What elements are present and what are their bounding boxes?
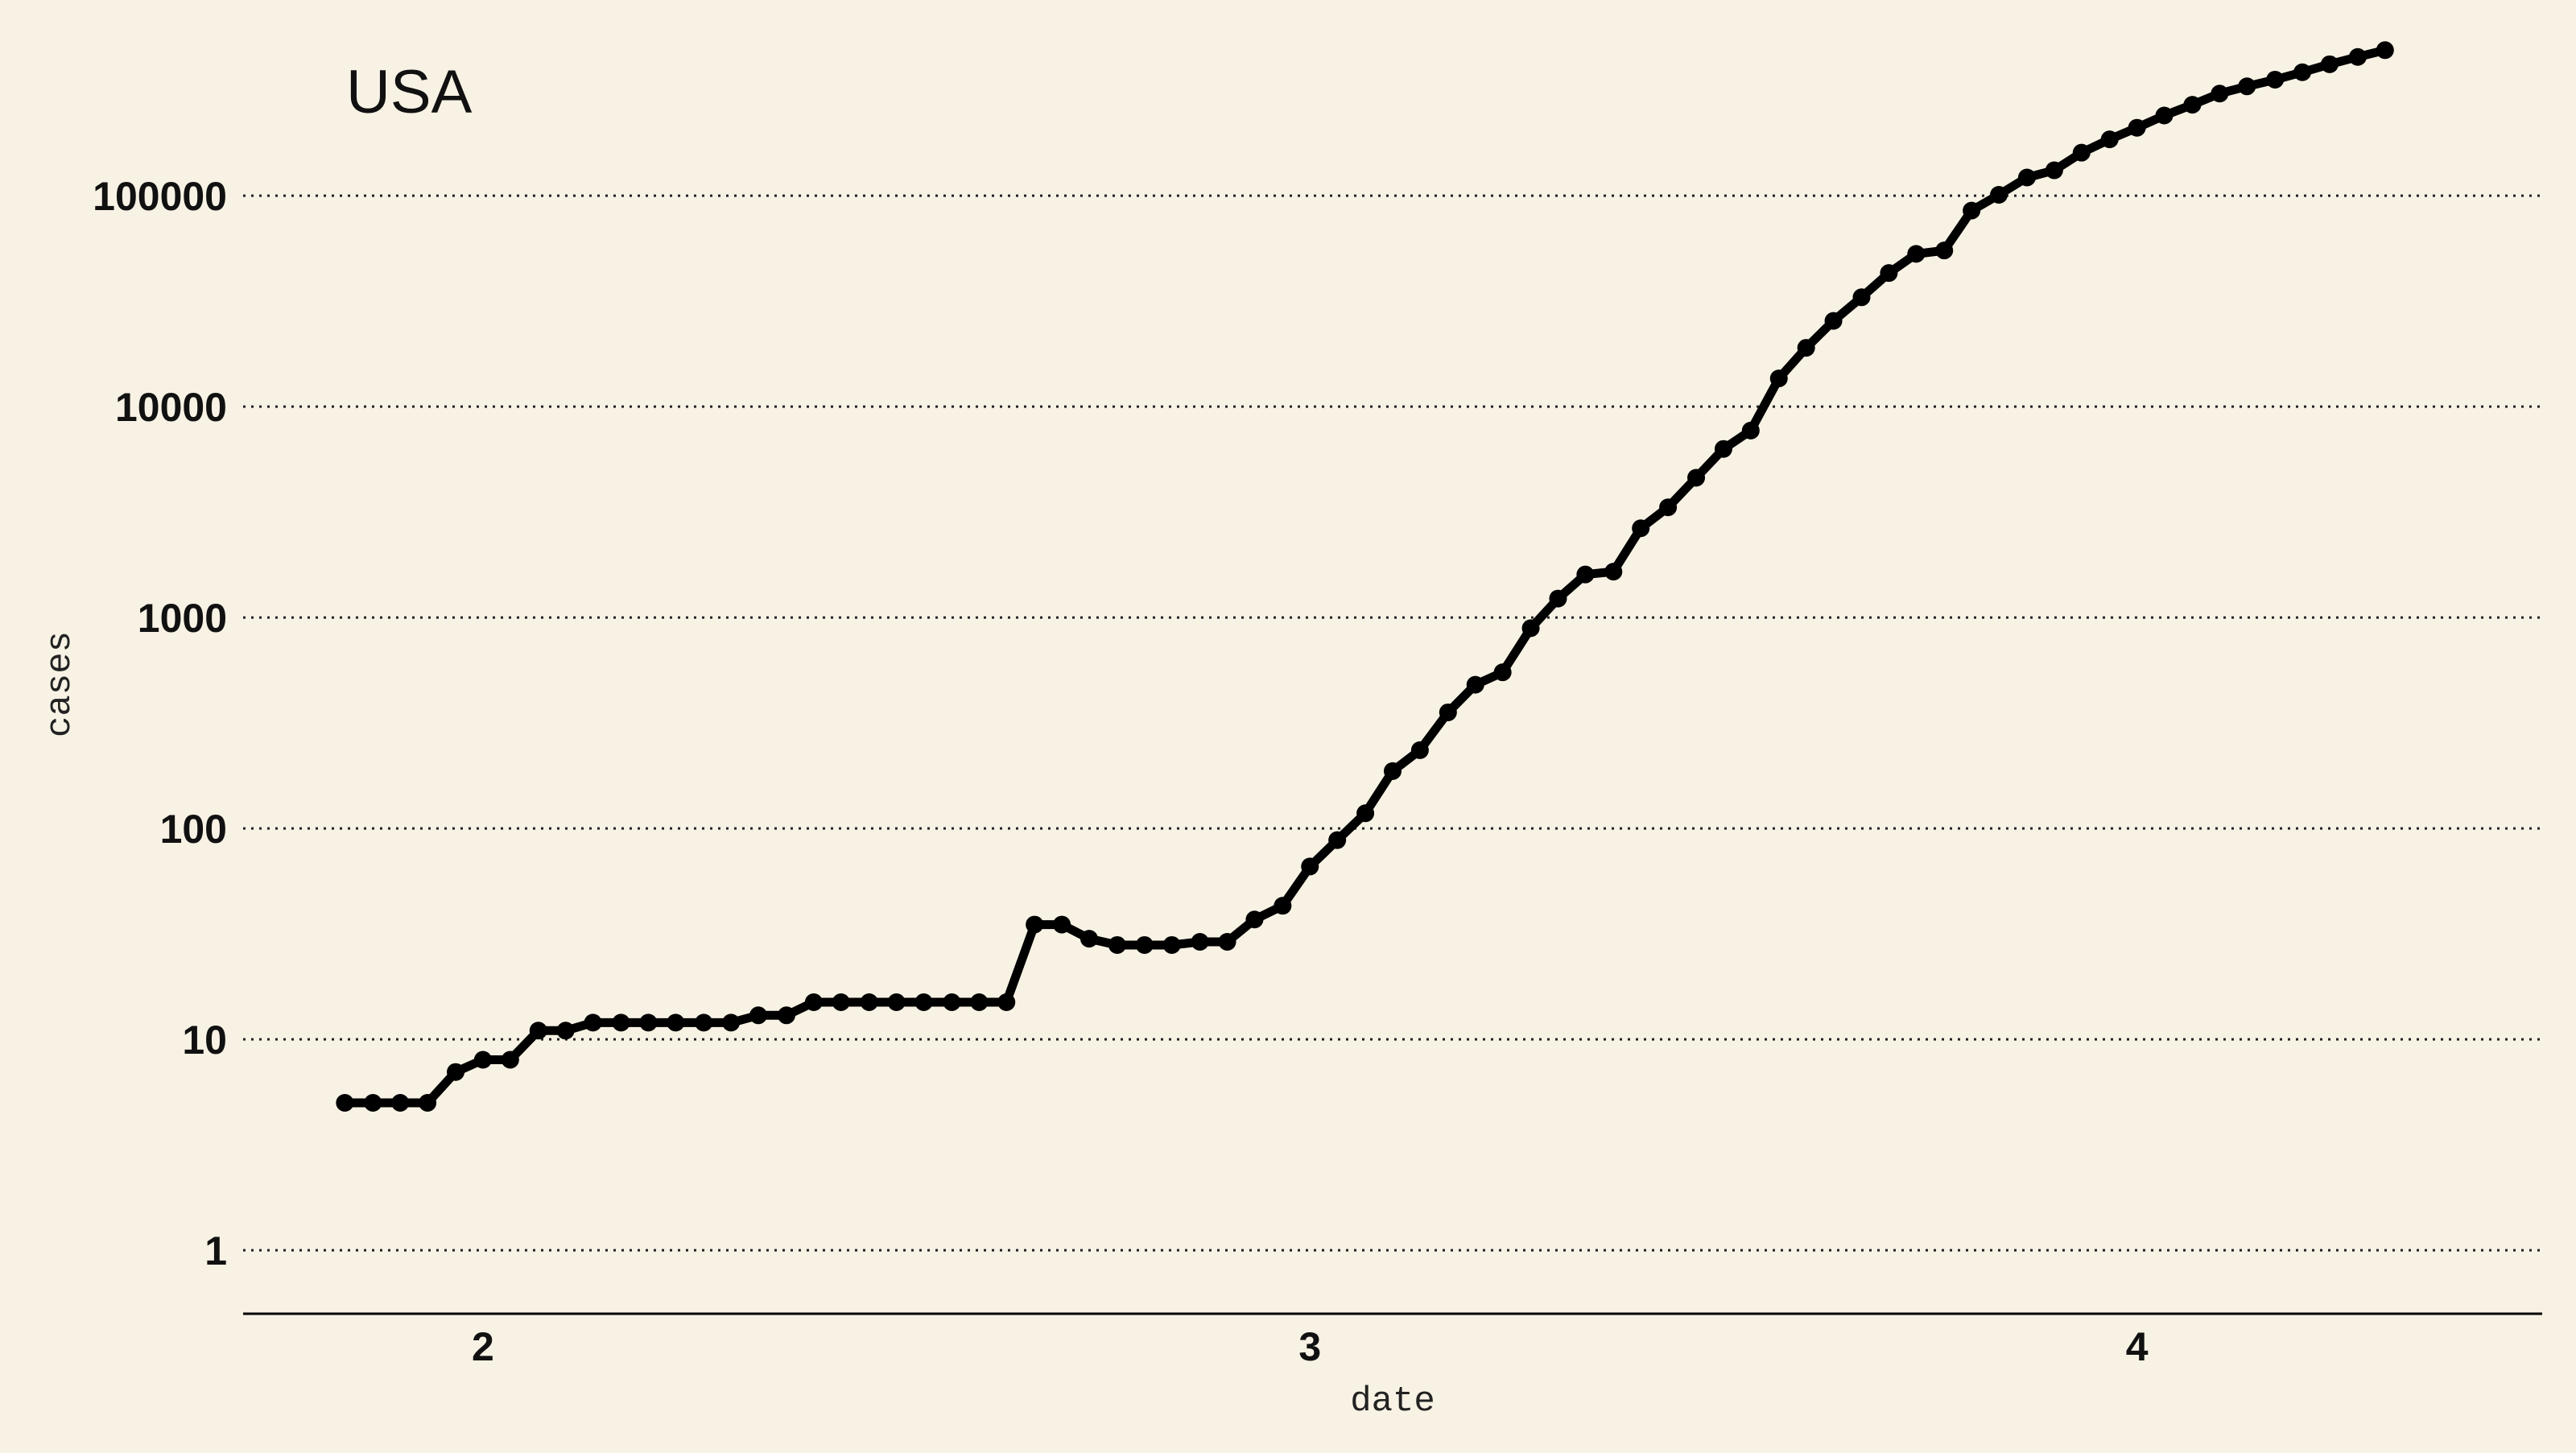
x-tick-label: 2 (472, 1324, 494, 1369)
data-point (2320, 55, 2339, 73)
data-point (2100, 130, 2119, 149)
data-point (473, 1051, 492, 1069)
data-point (997, 993, 1016, 1011)
data-point (777, 1006, 795, 1025)
data-point (832, 993, 850, 1011)
data-point (1191, 932, 1209, 951)
data-point (1245, 910, 1264, 929)
data-point (501, 1051, 519, 1069)
data-point (1493, 663, 1512, 682)
data-point (722, 1013, 741, 1032)
data-point (749, 1006, 768, 1025)
data-point (860, 993, 878, 1011)
data-point (2293, 63, 2312, 81)
data-point (1301, 857, 1319, 876)
data-point (419, 1094, 437, 1112)
chart-title: USA (346, 58, 473, 126)
data-point (804, 993, 823, 1011)
data-point (1162, 935, 1181, 954)
data-point (1466, 675, 1484, 694)
data-point (612, 1013, 630, 1032)
data-point (970, 993, 989, 1011)
data-point (364, 1094, 382, 1112)
data-point (447, 1063, 465, 1081)
y-tick-label: 10000 (115, 385, 227, 430)
data-point (943, 993, 961, 1011)
data-point (1741, 421, 1760, 440)
y-tick-label: 10 (182, 1018, 227, 1063)
data-point (1549, 589, 1567, 608)
data-point (2072, 143, 2091, 162)
data-point (1521, 619, 1540, 638)
data-point (584, 1013, 602, 1032)
data-point (1410, 741, 1429, 759)
y-tick-label: 1000 (138, 596, 227, 641)
data-point (1328, 831, 1347, 849)
x-tick-label: 3 (1298, 1324, 1321, 1369)
data-point (2155, 106, 2174, 125)
data-point (914, 993, 933, 1011)
data-point (1935, 241, 1954, 260)
x-tick-labels: 2 3 4 (472, 1324, 2149, 1369)
gridlines (243, 194, 2542, 1252)
data-point (1108, 935, 1126, 954)
data-point (1135, 935, 1154, 954)
data-point (1824, 312, 1843, 330)
data-point (1026, 915, 1044, 934)
data-point (1576, 565, 1595, 584)
data-point (639, 1013, 658, 1032)
data-point (1687, 469, 1706, 487)
data-point (2238, 77, 2256, 96)
data-point (1659, 498, 1678, 517)
data-point (1274, 897, 1292, 915)
data-point (2045, 161, 2063, 180)
data-point (529, 1022, 547, 1040)
data-point (667, 1013, 685, 1032)
data-point (2017, 168, 2036, 187)
x-tick-label: 4 (2126, 1324, 2149, 1369)
data-point (1439, 703, 1457, 721)
data-point (2211, 85, 2229, 103)
series-group (336, 41, 2394, 1112)
data-point (1632, 519, 1650, 538)
data-point (1990, 185, 2008, 204)
data-point (1604, 563, 1623, 581)
x-axis-label: date (1350, 1381, 1435, 1422)
data-point (2183, 96, 2202, 114)
data-point (556, 1022, 575, 1040)
y-tick-label: 100000 (93, 174, 227, 219)
data-point (336, 1094, 354, 1112)
y-tick-label: 100 (160, 807, 227, 852)
data-point (1714, 440, 1732, 458)
data-point (2266, 70, 2285, 89)
data-point (1053, 915, 1071, 934)
data-point (1769, 369, 1788, 388)
data-point (1218, 932, 1236, 951)
data-point (391, 1094, 410, 1112)
data-point (1907, 245, 1926, 263)
y-axis-label: cases (40, 631, 80, 737)
data-point (1356, 804, 1375, 823)
data-point (1080, 930, 1098, 948)
y-tick-label: 1 (204, 1228, 227, 1273)
data-point (2348, 47, 2367, 66)
data-point (1797, 339, 1815, 357)
y-tick-labels: 1 10 100 1000 10000 100000 (93, 174, 227, 1273)
data-point (1963, 201, 1981, 220)
data-point (2376, 41, 2394, 60)
data-point (1852, 288, 1871, 307)
data-point (887, 993, 906, 1011)
data-point (1384, 762, 1402, 780)
data-point (695, 1013, 713, 1032)
data-point (1880, 264, 1898, 283)
data-point (2128, 118, 2146, 137)
